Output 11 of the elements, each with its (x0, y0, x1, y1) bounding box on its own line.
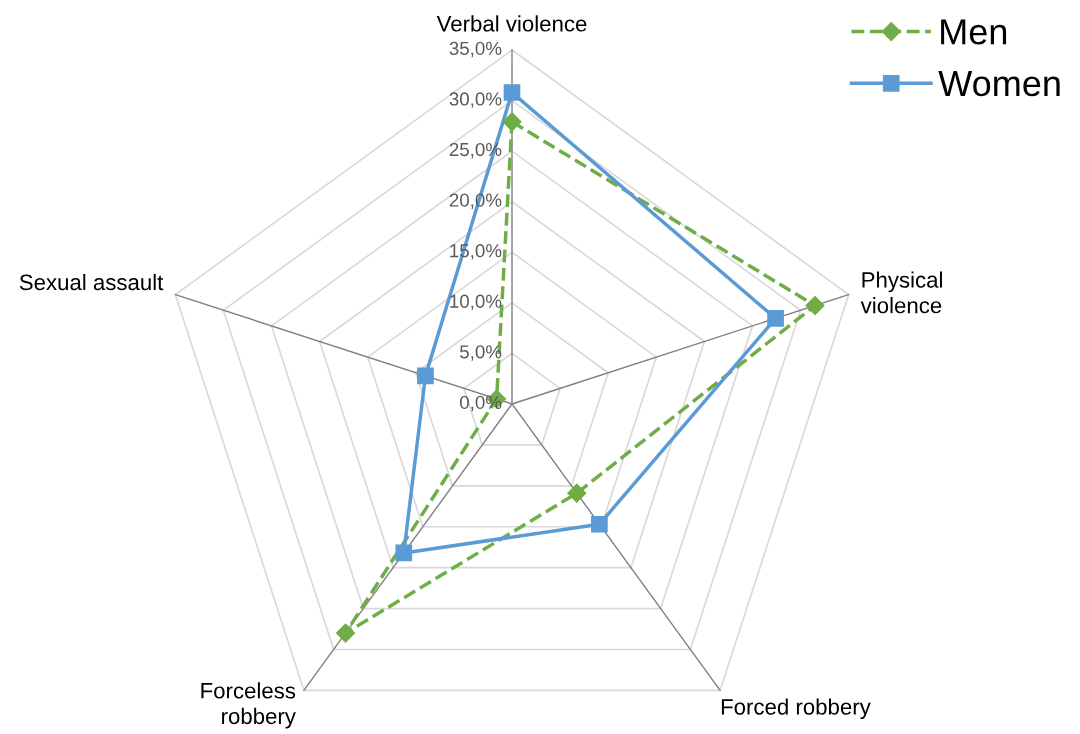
y-tick-label: 10,0% (450, 294, 502, 311)
spoke-label: Forced robbery (721, 698, 871, 720)
spoke-label: Verbal violence (436, 15, 587, 32)
y-tick-label: 30,0% (449, 92, 502, 108)
spoke-label: Forceless robbery (201, 682, 296, 729)
spoke-label: Physical violence (860, 271, 942, 314)
spoke-label: Sexual assault (19, 273, 164, 291)
legend-label: Men (941, 19, 1007, 45)
y-tick-label: 5,0% (460, 345, 502, 361)
legend-label: Women (938, 71, 1060, 97)
y-tick-label: 35,0% (449, 41, 502, 58)
